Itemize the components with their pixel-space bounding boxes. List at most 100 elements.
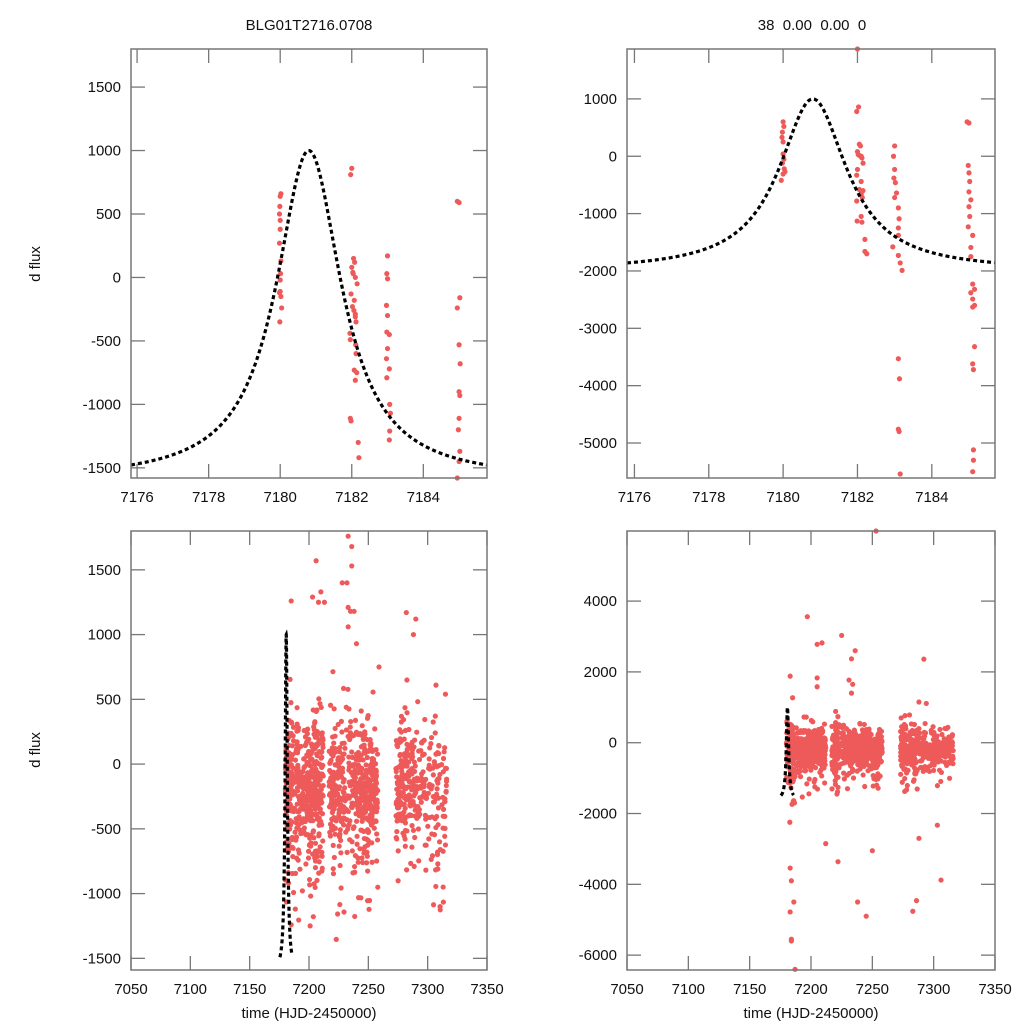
- data-point: [854, 198, 860, 204]
- data-point: [310, 914, 316, 920]
- data-point: [361, 806, 367, 812]
- data-point: [349, 165, 355, 171]
- data-point: [373, 818, 379, 825]
- data-point: [347, 762, 353, 768]
- data-point: [874, 782, 880, 788]
- data-point: [892, 143, 898, 149]
- data-point: [418, 748, 424, 754]
- data-point: [418, 775, 425, 781]
- data-point: [293, 750, 299, 756]
- data-point: [319, 849, 325, 855]
- data-point: [311, 785, 317, 792]
- data-point: [852, 749, 858, 755]
- data-point: [791, 798, 797, 804]
- data-point: [292, 829, 298, 835]
- data-point: [376, 664, 382, 670]
- data-point: [457, 392, 463, 399]
- data-point: [804, 781, 810, 787]
- data-point: [289, 775, 295, 782]
- y-tick-label: 1500: [88, 562, 121, 579]
- data-point: [455, 427, 461, 433]
- data-point: [814, 684, 820, 690]
- data-point: [780, 171, 786, 177]
- data-point: [780, 139, 786, 145]
- data-point: [279, 305, 285, 311]
- data-point: [313, 743, 319, 749]
- data-point: [831, 737, 837, 743]
- data-point: [339, 797, 345, 803]
- data-point: [330, 823, 336, 829]
- data-point: [416, 756, 423, 763]
- data-point: [292, 906, 298, 912]
- data-point: [942, 759, 948, 766]
- data-point: [920, 747, 926, 753]
- data-point: [293, 816, 299, 822]
- data-point: [290, 733, 296, 739]
- data-point: [330, 871, 337, 877]
- data-point: [373, 768, 379, 775]
- data-point: [787, 673, 793, 679]
- data-point: [337, 827, 343, 833]
- data-point: [412, 834, 418, 841]
- data-point: [966, 189, 972, 195]
- data-point: [806, 791, 812, 797]
- data-point: [839, 632, 845, 639]
- data-point: [297, 769, 303, 775]
- data-point: [811, 750, 817, 756]
- data-point: [342, 785, 348, 791]
- data-point: [276, 240, 283, 246]
- data-point: [440, 884, 446, 890]
- data-point: [394, 804, 401, 811]
- data-point: [456, 342, 462, 348]
- data-point: [339, 767, 345, 773]
- data-point: [790, 695, 796, 701]
- data-point: [346, 754, 352, 760]
- data-point: [343, 727, 350, 733]
- data-point: [406, 792, 412, 798]
- data-point: [369, 840, 375, 846]
- data-point: [384, 345, 391, 352]
- data-point: [931, 767, 937, 773]
- data-point: [910, 908, 916, 914]
- y-tick-label: 2000: [584, 664, 617, 681]
- xlabel-bottom-left: time (HJD-2450000): [241, 1005, 376, 1022]
- data-point: [354, 796, 360, 802]
- data-point: [360, 846, 367, 852]
- data-point: [895, 356, 901, 362]
- data-point: [318, 783, 324, 789]
- x-tick-label: 7150: [233, 981, 266, 998]
- data-point: [419, 738, 426, 745]
- data-point: [345, 823, 351, 829]
- data-point: [421, 751, 427, 757]
- data-point: [431, 832, 438, 838]
- data-point: [360, 859, 366, 866]
- data-point: [375, 884, 381, 890]
- data-point: [393, 738, 399, 744]
- data-point: [456, 199, 462, 206]
- data-point: [425, 823, 431, 829]
- data-point: [359, 855, 365, 861]
- data-point: [344, 580, 350, 586]
- data-point: [316, 696, 322, 702]
- data-point: [934, 733, 940, 739]
- data-point: [345, 533, 351, 539]
- data-point: [442, 799, 448, 805]
- data-point: [829, 786, 835, 792]
- data-point: [793, 725, 799, 731]
- data-point: [319, 754, 325, 760]
- data-point: [835, 714, 841, 720]
- data-point: [397, 751, 403, 758]
- data-point: [864, 251, 870, 257]
- data-point: [401, 809, 407, 815]
- data-point: [384, 271, 390, 277]
- data-point: [367, 737, 373, 743]
- data-point: [349, 804, 355, 811]
- data-point: [352, 377, 358, 383]
- data-point: [819, 773, 825, 779]
- y-tick-label: -1000: [83, 886, 121, 903]
- panel-bottom-right: 7050 7100 7150 7200 7250 7300 7350 -6000 -4000 -2…: [579, 528, 1012, 998]
- data-point: [457, 295, 463, 301]
- y-tick-label: 0: [113, 269, 121, 286]
- ylabel-top-left: d flux: [27, 246, 44, 282]
